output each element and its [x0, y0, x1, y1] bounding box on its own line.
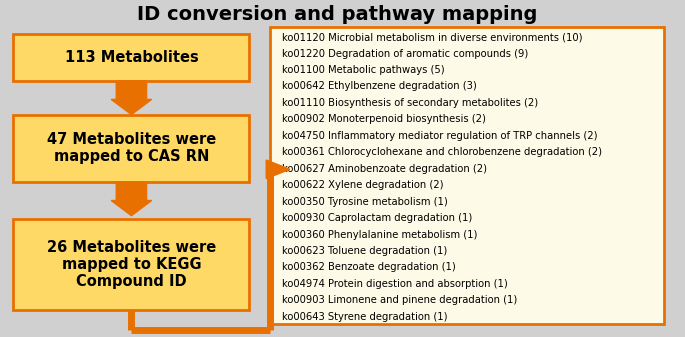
Text: ko00623 Toluene degradation (1): ko00623 Toluene degradation (1) — [282, 246, 447, 256]
Text: ko01110 Biosynthesis of secondary metabolites (2): ko01110 Biosynthesis of secondary metabo… — [282, 98, 538, 108]
Text: ko00627 Aminobenzoate degradation (2): ko00627 Aminobenzoate degradation (2) — [282, 164, 487, 174]
Text: ko00902 Monoterpenoid biosynthesis (2): ko00902 Monoterpenoid biosynthesis (2) — [282, 114, 486, 124]
Text: ko01220 Degradation of aromatic compounds (9): ko01220 Degradation of aromatic compound… — [282, 49, 528, 59]
FancyBboxPatch shape — [270, 27, 664, 324]
Text: ko01120 Microbial metabolism in diverse environments (10): ko01120 Microbial metabolism in diverse … — [282, 32, 582, 42]
Text: ko00361 Chlorocyclohexane and chlorobenzene degradation (2): ko00361 Chlorocyclohexane and chlorobenz… — [282, 147, 601, 157]
FancyArrow shape — [111, 182, 151, 216]
Text: 113 Metabolites: 113 Metabolites — [64, 50, 198, 65]
FancyBboxPatch shape — [14, 219, 249, 310]
Text: ko04750 Inflammatory mediator regulation of TRP channels (2): ko04750 Inflammatory mediator regulation… — [282, 131, 597, 141]
Text: ID conversion and pathway mapping: ID conversion and pathway mapping — [137, 5, 537, 24]
Text: ko00360 Phenylalanine metabolism (1): ko00360 Phenylalanine metabolism (1) — [282, 229, 477, 240]
Text: ko00643 Styrene degradation (1): ko00643 Styrene degradation (1) — [282, 312, 447, 322]
Text: 47 Metabolites were
mapped to CAS RN: 47 Metabolites were mapped to CAS RN — [47, 132, 216, 164]
FancyBboxPatch shape — [14, 34, 249, 81]
FancyBboxPatch shape — [14, 115, 249, 182]
Text: ko01100 Metabolic pathways (5): ko01100 Metabolic pathways (5) — [282, 65, 445, 75]
Text: ko00930 Caprolactam degradation (1): ko00930 Caprolactam degradation (1) — [282, 213, 472, 223]
Text: ko00362 Benzoate degradation (1): ko00362 Benzoate degradation (1) — [282, 263, 456, 272]
FancyArrow shape — [266, 160, 290, 179]
Text: ko00642 Ethylbenzene degradation (3): ko00642 Ethylbenzene degradation (3) — [282, 82, 477, 91]
Text: ko00903 Limonene and pinene degradation (1): ko00903 Limonene and pinene degradation … — [282, 295, 517, 305]
Text: ko00350 Tyrosine metabolism (1): ko00350 Tyrosine metabolism (1) — [282, 196, 447, 207]
FancyArrow shape — [111, 81, 151, 115]
Text: 26 Metabolites were
mapped to KEGG
Compound ID: 26 Metabolites were mapped to KEGG Compo… — [47, 240, 216, 289]
Text: ko04974 Protein digestion and absorption (1): ko04974 Protein digestion and absorption… — [282, 279, 508, 289]
Text: ko00622 Xylene degradation (2): ko00622 Xylene degradation (2) — [282, 180, 443, 190]
